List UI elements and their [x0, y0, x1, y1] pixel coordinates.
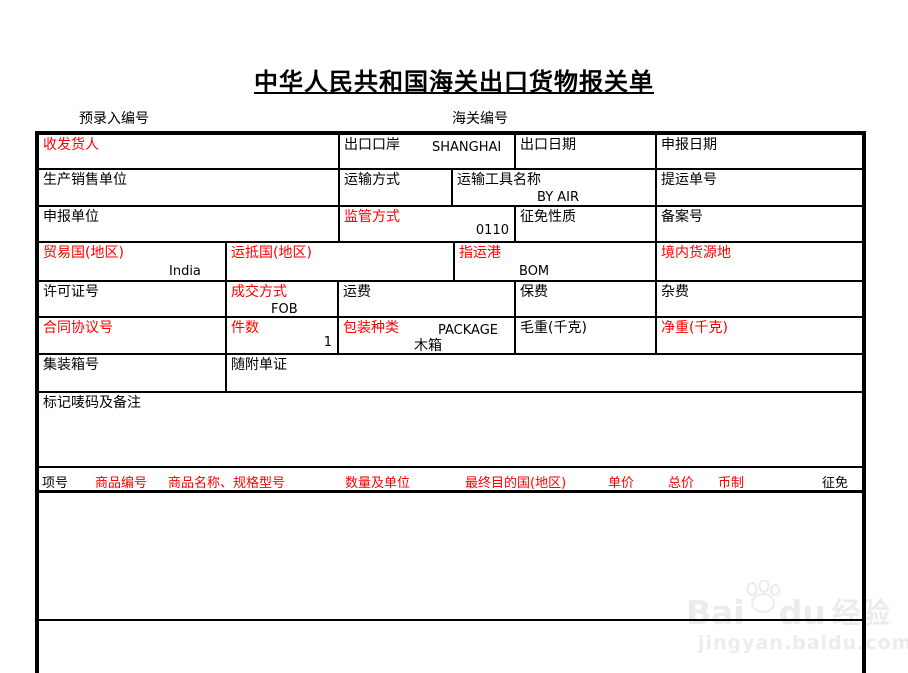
cell-gross-weight: 毛重(千克)	[514, 318, 655, 353]
baidu-logo-text-left: Bai	[686, 593, 745, 632]
cell-consignee: 收发货人	[39, 135, 338, 168]
declare-date-label: 申报日期	[661, 137, 717, 153]
item-no-header: 项号	[42, 476, 69, 491]
items-empty-area	[39, 493, 862, 621]
transport-name-value: BY AIR	[537, 190, 580, 205]
final-destination-header: 最终目的国(地区)	[465, 476, 567, 491]
cell-record-no: 备案号	[655, 207, 862, 241]
domestic-source-label: 境内货源地	[661, 245, 731, 261]
baidu-logo-text-right: du	[778, 593, 826, 632]
baidu-logo-cn: 经验	[831, 596, 890, 630]
producer-label: 生产销售单位	[43, 172, 127, 188]
pre-entry-number-label: 预录入编号	[79, 111, 149, 127]
cell-net-weight: 净重(千克)	[655, 318, 862, 353]
package-count-label: 件数	[231, 320, 259, 336]
baidu-watermark-url: jingyan.baidu.com	[698, 632, 908, 654]
bill-no-label: 提运单号	[661, 172, 717, 188]
cell-transaction-mode: 成交方式 FOB	[225, 282, 337, 317]
table-bottom-area	[39, 621, 862, 673]
cell-package-count: 件数 1	[225, 318, 337, 353]
trade-country-label: 贸易国(地区)	[43, 245, 124, 261]
cell-domestic-source: 境内货源地	[655, 243, 862, 280]
supervision-mode-label: 监管方式	[344, 209, 400, 225]
table-row-3: 申报单位 监管方式 0110 征免性质 备案号	[39, 207, 862, 243]
cell-exemption-nature: 征免性质	[514, 207, 655, 241]
customs-number-label: 海关编号	[452, 111, 508, 127]
cell-declare-date: 申报日期	[655, 135, 862, 168]
export-port-label: 出口口岸	[344, 137, 400, 153]
transaction-mode-value: FOB	[271, 302, 298, 317]
table-row-7: 集装箱号 随附单证	[39, 355, 862, 393]
transaction-mode-label: 成交方式	[231, 284, 287, 300]
exemption-header: 征免	[822, 476, 849, 491]
declaration-table: 收发货人 出口口岸 SHANGHAI 出口日期 申报日期 生产销售单位 运输方式…	[35, 131, 866, 673]
contract-no-label: 合同协议号	[43, 320, 113, 336]
total-price-header: 总价	[668, 476, 695, 491]
cell-arrival-country: 运抵国(地区)	[225, 243, 453, 280]
insurance-label: 保费	[520, 284, 548, 300]
table-row-5: 许可证号 成交方式 FOB 运费 保费 杂费	[39, 282, 862, 318]
container-no-label: 集装箱号	[43, 357, 99, 373]
license-no-label: 许可证号	[43, 284, 99, 300]
export-date-label: 出口日期	[520, 137, 576, 153]
package-type-value: PACKAGE	[438, 323, 498, 338]
arrival-country-label: 运抵国(地区)	[231, 245, 312, 261]
cell-attached-docs: 随附单证	[225, 355, 862, 391]
trade-country-value: India	[169, 264, 201, 279]
cell-transport-name: 运输工具名称 BY AIR	[451, 170, 655, 205]
package-type-label: 包装种类	[343, 320, 399, 336]
cell-container-no: 集装箱号	[39, 355, 225, 391]
freight-label: 运费	[343, 284, 371, 300]
cell-package-type: 包装种类 PACKAGE 木箱	[337, 318, 514, 354]
cell-destination-port: 指运港 BOM	[453, 243, 655, 280]
supervision-mode-value: 0110	[475, 223, 509, 238]
marks-remarks-label: 标记唛码及备注	[43, 395, 141, 411]
cell-supervision-mode: 监管方式 0110	[338, 207, 514, 241]
consignee-label: 收发货人	[43, 137, 99, 153]
cell-trade-country: 贸易国(地区) India	[39, 243, 225, 280]
record-no-label: 备案号	[661, 209, 703, 225]
cell-misc-fee: 杂费	[655, 282, 862, 316]
table-row-6: 合同协议号 件数 1 包装种类 PACKAGE 木箱 毛重(千克) 净重(千克)	[39, 318, 862, 355]
unit-price-header: 单价	[608, 476, 635, 491]
quantity-unit-header: 数量及单位	[345, 476, 411, 491]
export-port-value: SHANGHAI	[432, 140, 502, 155]
cell-export-date: 出口日期	[514, 135, 655, 168]
misc-fee-label: 杂费	[661, 284, 689, 300]
transport-name-label: 运输工具名称	[457, 172, 541, 188]
destination-port-value: BOM	[519, 264, 550, 279]
baidu-watermark-logo: Bai du 经验	[686, 580, 908, 632]
exemption-nature-label: 征免性质	[520, 209, 576, 225]
commodity-code-header: 商品编号	[95, 476, 148, 491]
cell-declare-unit: 申报单位	[39, 207, 338, 241]
declare-unit-label: 申报单位	[43, 209, 99, 225]
package-type-value2: 木箱	[414, 338, 442, 354]
cell-bill-no: 提运单号	[655, 170, 862, 205]
net-weight-label: 净重(千克)	[661, 320, 728, 336]
attached-docs-label: 随附单证	[231, 357, 287, 373]
transport-mode-label: 运输方式	[344, 172, 400, 188]
cell-marks-remarks: 标记唛码及备注	[39, 393, 862, 466]
currency-header: 币制	[718, 476, 745, 491]
gross-weight-label: 毛重(千克)	[520, 320, 587, 336]
baidu-watermark: Bai du 经验 jingyan.baidu.com	[686, 580, 908, 654]
destination-port-label: 指运港	[459, 245, 501, 261]
cell-producer: 生产销售单位	[39, 170, 338, 205]
cell-contract-no: 合同协议号	[39, 318, 225, 353]
items-header-row: 项号 商品编号 商品名称、规格型号 数量及单位 最终目的国(地区) 单价 总价 …	[39, 468, 862, 493]
form-title: 中华人民共和国海关出口货物报关单	[254, 68, 654, 96]
cell-export-port: 出口口岸 SHANGHAI	[338, 135, 514, 168]
table-row-4: 贸易国(地区) India 运抵国(地区) 指运港 BOM 境内货源地	[39, 243, 862, 282]
table-row-marks: 标记唛码及备注	[39, 393, 862, 468]
baidu-paw-icon	[746, 580, 780, 613]
cell-transport-mode: 运输方式	[338, 170, 451, 205]
table-row-1: 收发货人 出口口岸 SHANGHAI 出口日期 申报日期	[39, 135, 862, 170]
cell-license-no: 许可证号	[39, 282, 225, 316]
package-count-value: 1	[323, 335, 332, 350]
cell-freight: 运费	[337, 282, 514, 316]
table-row-2: 生产销售单位 运输方式 运输工具名称 BY AIR 提运单号	[39, 170, 862, 207]
commodity-name-header: 商品名称、规格型号	[168, 476, 286, 491]
cell-insurance: 保费	[514, 282, 655, 316]
